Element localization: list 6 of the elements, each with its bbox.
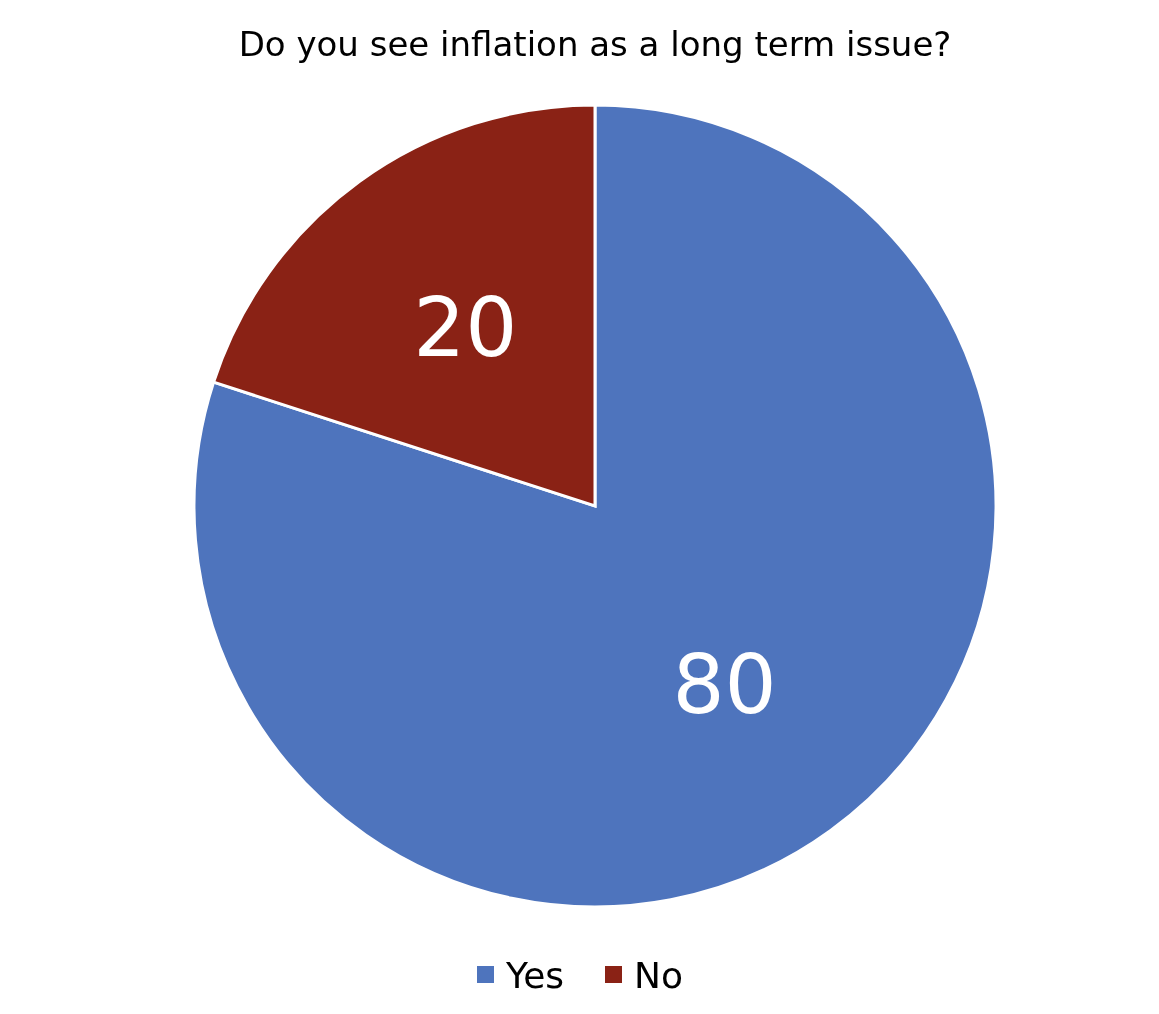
data-label: 20 <box>413 280 518 376</box>
legend-label: No <box>634 954 683 996</box>
pie-slice <box>193 103 998 909</box>
chart-title: Do you see inflation as a long term issue? <box>238 24 952 64</box>
legend-label: Yes <box>505 954 565 996</box>
data-label: 80 <box>672 636 777 732</box>
